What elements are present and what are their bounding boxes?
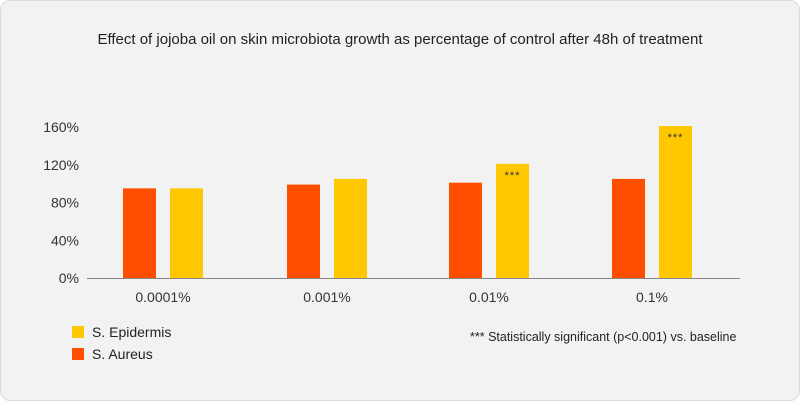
bar-s-epidermis-3 [659, 126, 692, 279]
bar-s-aureus-1 [287, 184, 320, 278]
legend-label-s-aureus: S. Aureus [92, 346, 153, 362]
bar-s-epidermis-2 [496, 163, 529, 278]
legend-item-s-aureus: S. Aureus [72, 343, 171, 365]
y-tick-label-2: 80% [51, 195, 79, 211]
legend-swatch-s-epidermis [72, 326, 84, 338]
x-tick-label-3: 0.1% [636, 289, 668, 305]
bar-s-aureus-3 [612, 178, 645, 278]
y-axis: 0% 40% 80% 120% 160% [43, 119, 79, 286]
bar-s-epidermis-1 [334, 178, 367, 278]
significance-marker-1: *** [668, 132, 684, 144]
bar-s-aureus-2 [449, 182, 482, 278]
legend-label-s-epidermis: S. Epidermis [92, 324, 172, 340]
legend: S. Epidermis S. Aureus [72, 321, 171, 365]
legend-item-s-epidermis: S. Epidermis [72, 321, 171, 343]
x-axis: 0.0001% 0.001% 0.01% 0.1% [135, 289, 668, 305]
y-tick-label-1: 40% [51, 232, 79, 248]
bar-s-epidermis-0 [170, 188, 203, 278]
significance-marker-0: *** [505, 170, 521, 182]
chart-title: Effect of jojoba oil on skin microbiota … [97, 31, 703, 48]
x-tick-label-1: 0.001% [303, 289, 350, 305]
x-tick-label-2: 0.01% [469, 289, 509, 305]
legend-swatch-s-aureus [72, 348, 84, 360]
bar-s-aureus-0 [123, 188, 156, 278]
y-tick-label-3: 120% [43, 157, 79, 173]
x-tick-label-0: 0.0001% [135, 289, 190, 305]
y-tick-label-0: 0% [59, 270, 79, 286]
significance-note: *** Statistically significant (p<0.001) … [470, 330, 737, 344]
bars-group: *** *** [123, 126, 692, 279]
y-tick-label-4: 160% [43, 119, 79, 135]
